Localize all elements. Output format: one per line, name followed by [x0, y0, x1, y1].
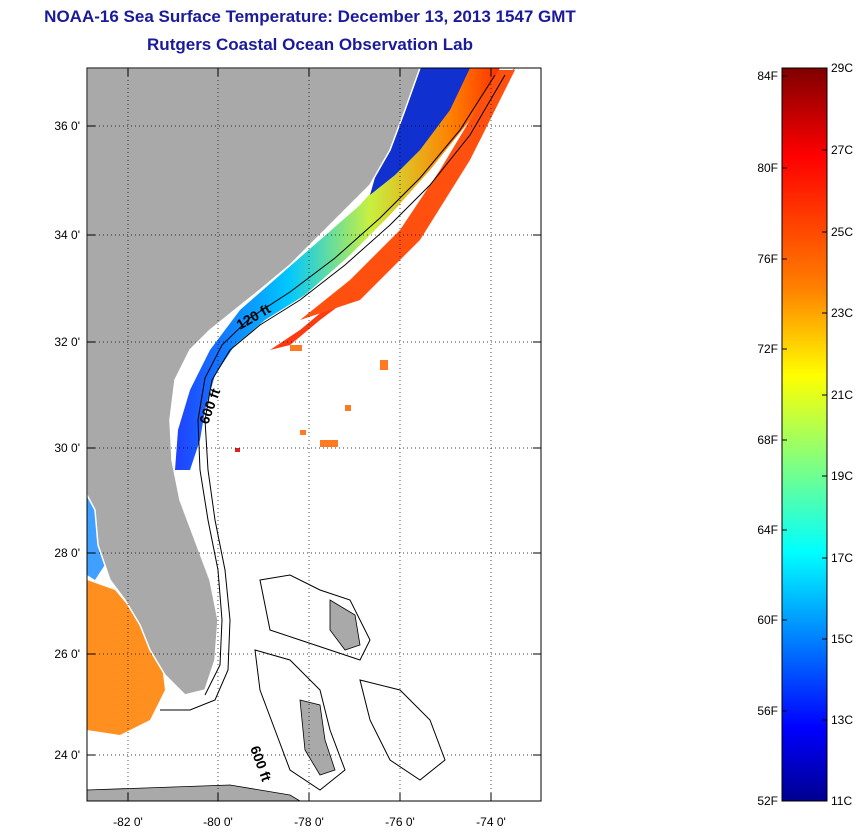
- colorbar-fahrenheit-labels: 84F 80F 76F 72F 68F 64F 60F 56F 52F: [757, 69, 778, 808]
- lat-tick-28: 28 0': [54, 546, 80, 560]
- cb-c-19: 19C: [831, 469, 853, 483]
- cb-f-84: 84F: [757, 69, 778, 83]
- colorbar-celsius-labels: 29C 27C 25C 23C 21C 19C 17C 15C 13C 11C: [831, 61, 853, 808]
- lon-tick-74: -74 0': [476, 815, 506, 829]
- cb-c-27: 27C: [831, 143, 853, 157]
- lat-tick-30: 30 0': [54, 441, 80, 455]
- cb-f-80: 80F: [757, 161, 778, 175]
- lon-tick-80: -80 0': [203, 815, 233, 829]
- coastal-sst-band: [175, 68, 500, 470]
- bathymetry-contours: [160, 74, 506, 791]
- cb-c-15: 15C: [831, 632, 853, 646]
- cb-f-76: 76F: [757, 252, 778, 266]
- map-frame: [86, 67, 542, 802]
- lon-tick-78: -78 0': [294, 815, 324, 829]
- cb-c-17: 17C: [831, 551, 853, 565]
- land-cuba: [87, 784, 301, 801]
- map-subtitle: Rutgers Coastal Ocean Observation Lab: [147, 35, 473, 54]
- cb-f-52: 52F: [757, 794, 778, 808]
- cb-f-64: 64F: [757, 523, 778, 537]
- land-southeast-us: [87, 68, 421, 696]
- lat-tick-26: 26 0': [54, 647, 80, 661]
- cb-f-72: 72F: [757, 342, 778, 356]
- lat-tick-34: 34 0': [54, 228, 80, 242]
- offshore-sst-patches: [235, 345, 388, 452]
- cb-c-21: 21C: [831, 388, 853, 402]
- cb-c-29: 29C: [831, 61, 853, 75]
- cb-c-23: 23C: [831, 306, 853, 320]
- latitude-tick-labels: 36 0' 34 0' 32 0' 30 0' 28 0' 26 0' 24 0…: [54, 119, 80, 762]
- lon-tick-76: -76 0': [385, 815, 415, 829]
- cb-f-68: 68F: [757, 433, 778, 447]
- cb-f-60: 60F: [757, 613, 778, 627]
- map-frame-ticks: [87, 68, 541, 801]
- cold-shelf-water: [370, 68, 470, 195]
- cb-c-11: 11C: [831, 794, 852, 808]
- cb-c-25: 25C: [831, 225, 853, 239]
- gulf-of-mexico-warm-water: [87, 580, 165, 735]
- lat-tick-32: 32 0': [54, 335, 80, 349]
- lon-tick-82: -82 0': [113, 815, 143, 829]
- cb-f-56: 56F: [757, 704, 778, 718]
- colorbar: [781, 67, 828, 802]
- map-title: NOAA-16 Sea Surface Temperature: Decembe…: [44, 7, 576, 26]
- lat-tick-24: 24 0': [54, 748, 80, 762]
- land-abaco-island: [329, 599, 361, 651]
- cb-c-13: 13C: [831, 713, 853, 727]
- colorbar-ticks: [782, 75, 827, 721]
- lat-tick-36: 36 0': [54, 119, 80, 133]
- longitude-tick-labels: -82 0' -80 0' -78 0' -76 0' -74 0': [113, 815, 506, 829]
